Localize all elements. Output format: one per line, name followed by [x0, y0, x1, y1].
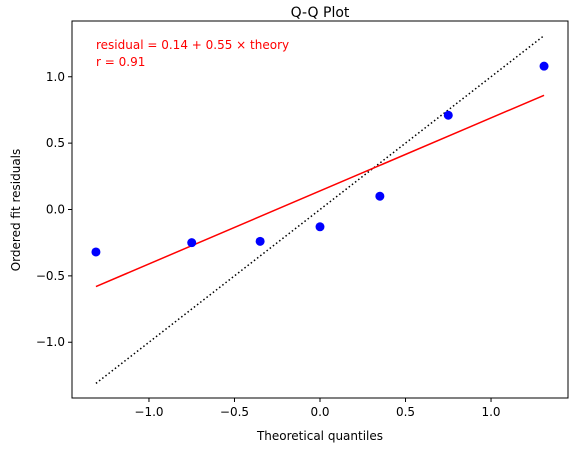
- x-tick-label: 1.0: [481, 405, 500, 419]
- chart-title: Q-Q Plot: [291, 5, 350, 21]
- y-tick-label: −1.0: [36, 335, 65, 349]
- data-point: [255, 236, 265, 246]
- y-axis-label: Ordered fit residuals: [9, 149, 23, 272]
- y-tick-label: 1.0: [46, 70, 65, 84]
- fit-equation-annotation: residual = 0.14 + 0.55 × theory: [96, 38, 289, 52]
- fit-line: [95, 94, 545, 288]
- y-tick-label: 0.0: [46, 203, 65, 217]
- x-tick-label: 0.5: [396, 405, 415, 419]
- data-point: [539, 61, 549, 71]
- y-tick-label: 0.5: [46, 136, 65, 150]
- data-point: [315, 222, 325, 232]
- plot-background: [72, 21, 568, 398]
- data-point: [91, 247, 101, 257]
- x-tick-label: −1.0: [134, 405, 163, 419]
- x-tick-label: 0.0: [310, 405, 329, 419]
- x-axis-label: Theoretical quantiles: [256, 429, 383, 443]
- data-point: [443, 110, 453, 120]
- x-tick-label: −0.5: [220, 405, 249, 419]
- data-point: [187, 238, 197, 248]
- y-tick-label: −0.5: [36, 269, 65, 283]
- correlation-annotation: r = 0.91: [96, 55, 145, 69]
- data-point: [375, 191, 385, 201]
- reference-line: [95, 35, 545, 384]
